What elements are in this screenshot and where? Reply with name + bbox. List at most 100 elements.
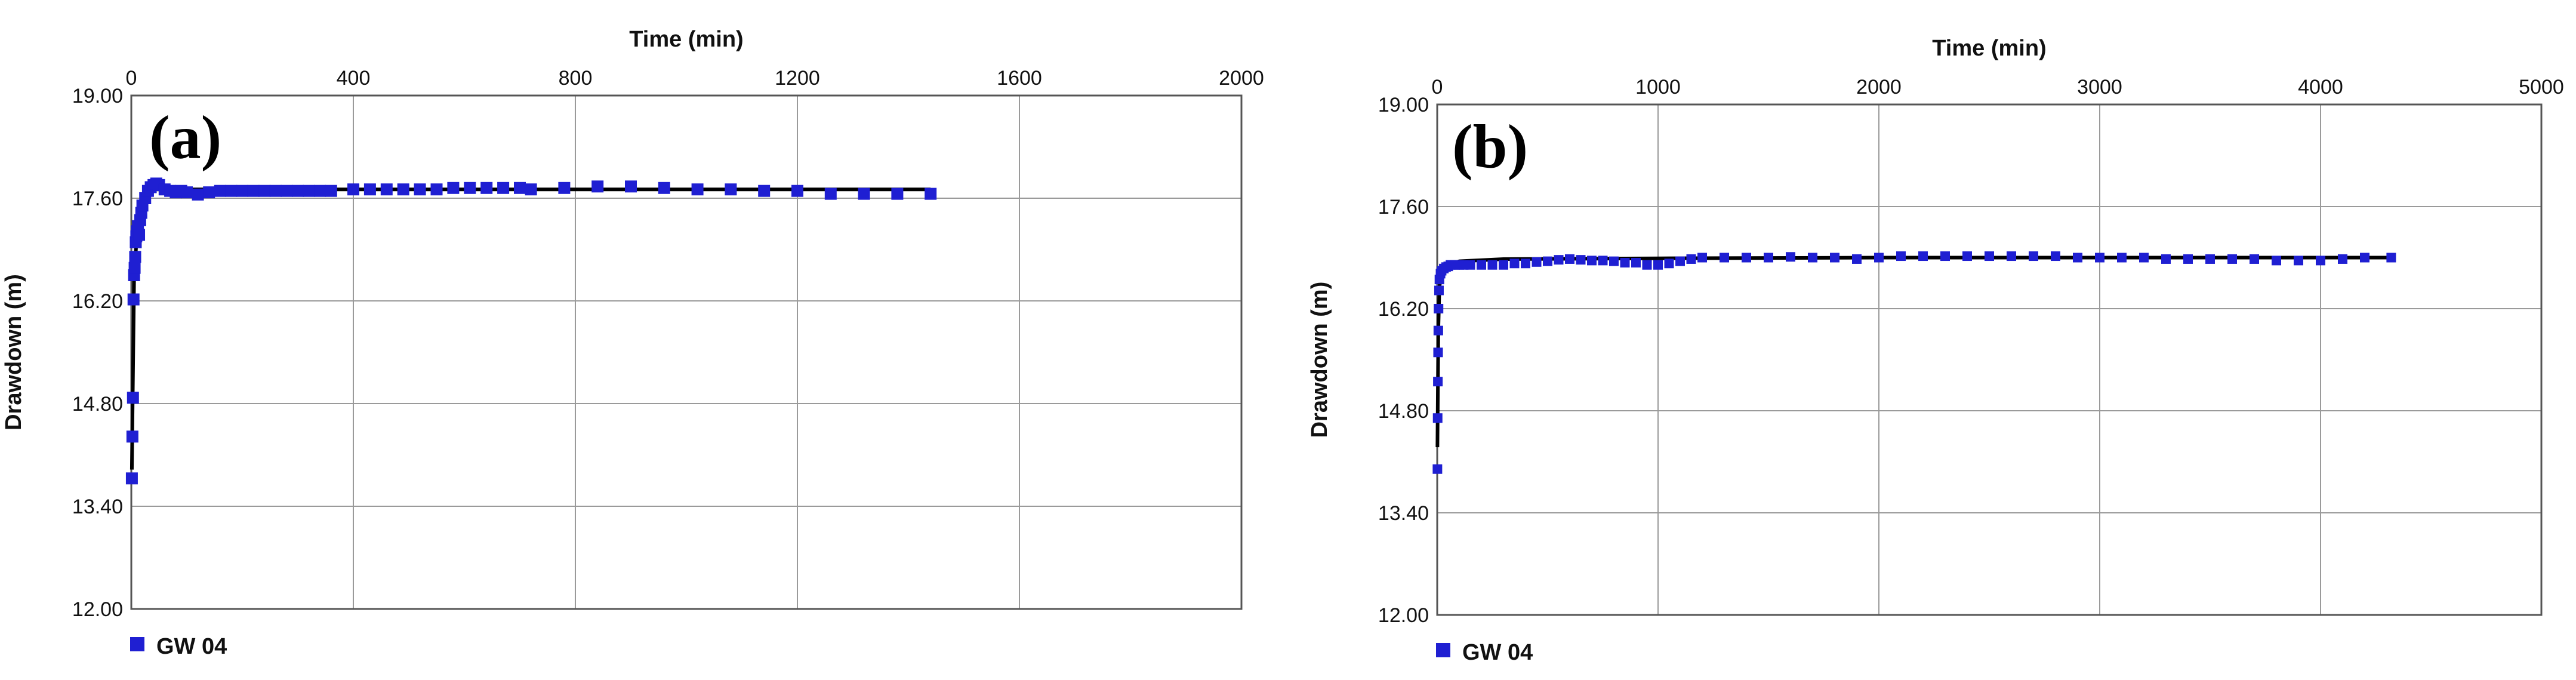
data-point xyxy=(1465,260,1475,270)
data-point xyxy=(2007,251,2016,261)
data-point xyxy=(414,183,426,196)
data-point xyxy=(2139,253,2149,263)
data-point xyxy=(497,181,510,194)
data-point xyxy=(281,184,293,197)
data-point xyxy=(247,184,260,197)
data-point xyxy=(525,183,537,196)
data-point xyxy=(2073,253,2082,263)
x-axis-title: Time (min) xyxy=(629,27,743,52)
x-tick-label: 800 xyxy=(559,67,593,90)
y-tick-label: 12.00 xyxy=(72,598,123,621)
y-axis-title: Drawdown (m) xyxy=(1307,282,1332,438)
data-point xyxy=(2161,254,2171,264)
data-point xyxy=(397,183,409,196)
data-point xyxy=(325,184,337,197)
data-point xyxy=(2386,253,2396,263)
drawdown-chart-a: 0 400 800 1200 1600 2000 12.00 13.40 14.80 16.20 1… xyxy=(1,27,1264,659)
data-point xyxy=(791,184,803,197)
data-point xyxy=(128,261,141,274)
data-point xyxy=(1433,347,1443,358)
data-point xyxy=(314,184,326,197)
chart-panel-b: 0 1000 2000 3000 4000 5000 12.00 13.40 14.80 16.2… xyxy=(1288,0,2576,680)
data-point xyxy=(1852,254,1862,264)
data-point xyxy=(2250,254,2259,264)
data-point xyxy=(1509,259,1520,269)
legend-label: GW 04 xyxy=(156,634,227,659)
data-point xyxy=(625,180,637,193)
data-point xyxy=(2117,253,2127,263)
data-point xyxy=(133,229,146,241)
data-point xyxy=(225,184,238,197)
data-point xyxy=(1720,253,1729,263)
x-tick-label: 0 xyxy=(126,67,137,90)
y-tick-label: 16.20 xyxy=(72,290,123,313)
data-point xyxy=(1940,251,1950,261)
data-point xyxy=(1830,253,1839,263)
legend-label: GW 04 xyxy=(1462,640,1533,665)
data-point xyxy=(925,187,937,200)
data-point xyxy=(1896,251,1906,261)
data-point xyxy=(129,251,141,263)
data-point xyxy=(2227,254,2237,264)
data-point xyxy=(464,181,476,194)
data-point xyxy=(1477,260,1486,270)
x-tick-label: 1600 xyxy=(997,67,1042,90)
legend-marker xyxy=(1436,643,1450,657)
data-point xyxy=(1697,253,1707,263)
y-tick-label: 12.00 xyxy=(1378,604,1429,627)
data-point xyxy=(1521,259,1530,269)
chart-panel-a: 0 400 800 1200 1600 2000 12.00 13.40 14.80 16.20 1… xyxy=(1,27,1264,659)
data-point xyxy=(1918,251,1928,261)
data-point xyxy=(2272,256,2281,266)
data-point xyxy=(1620,258,1630,268)
data-point xyxy=(1434,285,1444,296)
data-point xyxy=(658,181,670,194)
x-tick-label: 3000 xyxy=(2077,76,2122,99)
data-point xyxy=(1434,304,1444,313)
data-point xyxy=(558,181,571,194)
panel-label: (b) xyxy=(1452,112,1528,181)
data-point xyxy=(1487,260,1497,270)
data-point xyxy=(125,472,138,485)
data-point xyxy=(258,184,271,197)
plot-frame xyxy=(130,94,1243,610)
data-point xyxy=(127,293,140,306)
data-point xyxy=(1598,256,1608,266)
data-point xyxy=(447,181,460,194)
data-point xyxy=(1543,256,1552,266)
data-point xyxy=(1985,251,1994,261)
data-point xyxy=(1962,251,1972,261)
data-point xyxy=(858,187,870,200)
data-point xyxy=(2205,254,2215,264)
data-point xyxy=(303,184,315,197)
data-point xyxy=(2338,254,2347,264)
x-tick-label: 2000 xyxy=(1856,76,1902,99)
data-point xyxy=(691,183,704,196)
data-point xyxy=(1631,258,1641,268)
data-point xyxy=(2095,253,2104,263)
data-point xyxy=(1499,260,1508,270)
x-tick-label: 4000 xyxy=(2298,76,2343,99)
data-point xyxy=(127,392,139,404)
data-point xyxy=(1742,253,1751,263)
x-tick-label: 0 xyxy=(1432,76,1443,99)
data-point xyxy=(1874,253,1884,263)
fit-line xyxy=(130,187,931,470)
data-point xyxy=(292,184,304,197)
y-tick-label: 16.20 xyxy=(1378,298,1429,321)
data-point xyxy=(725,183,737,196)
data-point xyxy=(1664,259,1674,269)
data-point xyxy=(1587,256,1597,266)
panel-label: (a) xyxy=(149,103,221,172)
data-point xyxy=(1786,252,1795,262)
y-tick-label: 13.40 xyxy=(1378,502,1429,525)
data-point xyxy=(181,186,193,199)
data-point xyxy=(591,180,604,193)
data-point xyxy=(347,183,359,196)
data-point xyxy=(2360,253,2369,263)
data-point xyxy=(380,183,393,196)
data-point xyxy=(203,186,215,199)
y-tick-label: 14.80 xyxy=(72,393,123,416)
data-point xyxy=(1609,256,1619,266)
y-tick-label: 19.00 xyxy=(1378,94,1429,116)
